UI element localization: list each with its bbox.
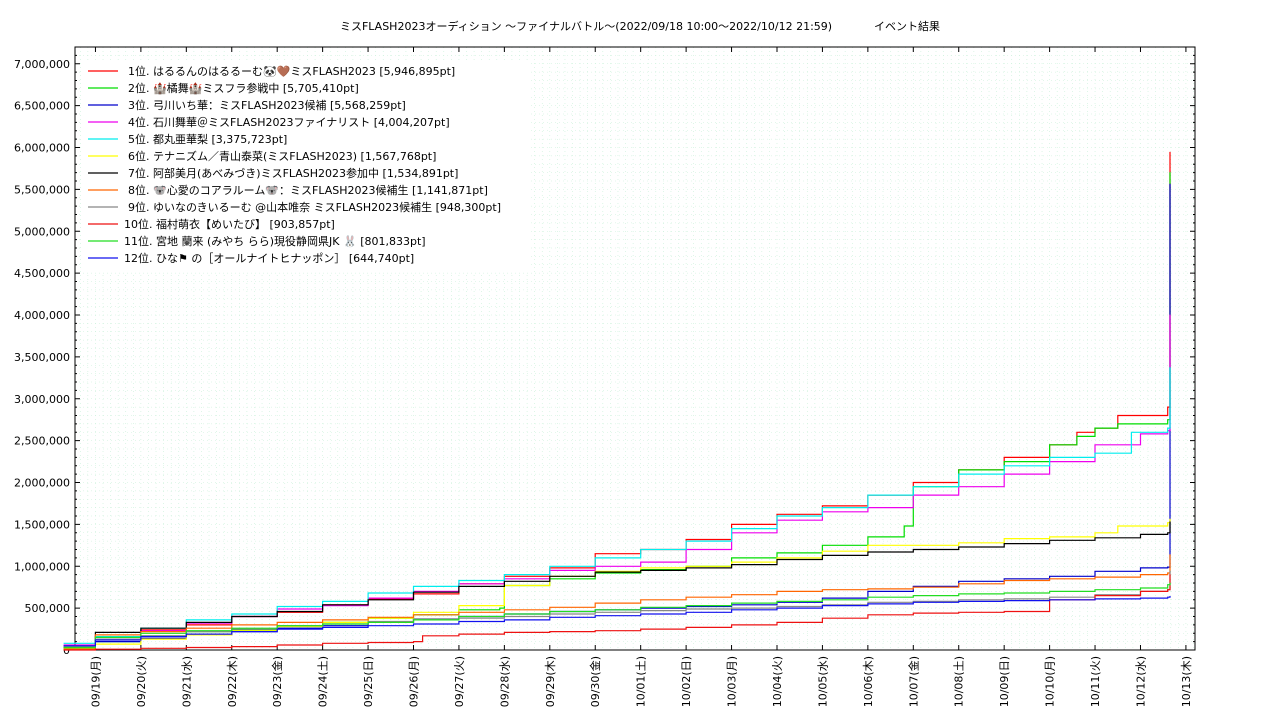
y-tick-label: 5,000,000	[14, 225, 70, 238]
y-tick-label: 3,500,000	[14, 351, 70, 364]
legend-entry: 3位. 弓川いち華：ミスFLASH2023候補 [5,568,259pt]	[128, 98, 406, 112]
x-tick-label: 09/24(土)	[317, 656, 330, 707]
axis-ticks	[75, 47, 1195, 651]
x-tick-label: 10/07(金)	[906, 656, 920, 707]
legend-entry: 5位. 都丸亜華梨 [3,375,723pt]	[128, 132, 287, 146]
x-tick-label: 10/08(土)	[953, 656, 966, 707]
x-tick-label: 10/06(木)	[862, 656, 875, 707]
series-line-8	[63, 554, 1171, 650]
series-line-9	[63, 570, 1171, 648]
y-tick-label: 4,500,000	[14, 267, 70, 280]
x-tick-label: 10/10(月)	[1044, 656, 1057, 707]
x-tick-label: 10/09(日)	[998, 656, 1011, 707]
y-axis: 0500,0001,000,0001,500,0002,000,0002,500…	[14, 58, 70, 657]
x-tick-label: 10/01(土)	[635, 656, 648, 707]
y-tick-label: 3,000,000	[14, 393, 70, 406]
legend-entry: 7位. 阿部美月(あべみづき)ミスFLASH2023参加中 [1,534,891…	[128, 166, 458, 180]
x-tick-label: 09/30(金)	[588, 656, 602, 707]
series-line-12	[63, 596, 1171, 647]
series-line-6	[63, 518, 1171, 649]
x-tick-label: 10/02(日)	[680, 656, 693, 707]
x-tick-label: 10/12(水)	[1134, 656, 1147, 707]
legend-entry: 12位. ひな⚑ の［オールナイトヒナッポン］ [644,740pt]	[124, 251, 414, 265]
x-tick-label: 09/29(木)	[544, 656, 557, 707]
x-tick-label: 09/19(月)	[89, 656, 102, 707]
x-tick-label: 09/28(水)	[498, 656, 511, 707]
legend-entry: 10位. 福村萌衣【めいたび】 [903,857pt]	[124, 217, 335, 231]
y-tick-label: 1,500,000	[14, 518, 70, 531]
legend-entry: 8位. 🐨心愛のコアラルーム🐨：ミスFLASH2023候補生 [1,141,87…	[128, 183, 488, 197]
y-tick-label: 1,000,000	[14, 560, 70, 573]
x-tick-label: 09/21(水)	[180, 656, 193, 707]
y-tick-label: 2,500,000	[14, 435, 70, 448]
legend-box	[82, 60, 530, 272]
x-tick-label: 10/04(火)	[771, 656, 784, 707]
y-tick-label: 500,000	[25, 602, 71, 615]
x-axis: 09/19(月) 09/20(火) 09/21(水) 09/22(木) 09/23(金)…	[89, 656, 1192, 707]
y-tick-label: 7,000,000	[14, 58, 70, 71]
x-tick-label: 09/26(月)	[407, 656, 420, 707]
y-tick-label: 6,000,000	[14, 142, 70, 155]
x-tick-label: 09/20(火)	[135, 656, 148, 707]
series-line-10	[63, 574, 1171, 651]
y-tick-label: 6,500,000	[14, 100, 70, 113]
x-tick-label: 09/25(日)	[362, 656, 375, 707]
legend-entry: 1位. はるるんのはるるーむ🐼🤎ミスFLASH2023 [5,946,895pt…	[128, 64, 455, 78]
series-lines	[63, 151, 1171, 651]
legend-entry: 9位. ゆいなのきいるーむ @山本唯奈 ミスFLASH2023候補生 [948,…	[128, 200, 501, 214]
series-line-11	[63, 582, 1171, 649]
y-tick-label: 4,000,000	[14, 309, 70, 322]
chart-title: ミスFLASH2023オーディション ～ファイナルバトル～(2022/09/18…	[339, 20, 941, 33]
x-tick-label: 09/27(火)	[453, 656, 466, 707]
legend-entry: 6位. テナニズム／青山泰菜(ミスFLASH2023) [1,567,768pt…	[128, 149, 436, 163]
series-line-5	[63, 367, 1171, 644]
x-tick-label: 10/03(月)	[726, 656, 739, 707]
series-line-7	[63, 521, 1171, 649]
legend: 1位. はるるんのはるるーむ🐼🤎ミスFLASH2023 [5,946,895pt…	[82, 60, 530, 272]
legend-entry: 4位. 石川舞華＠ミスFLASH2023ファイナリスト [4,004,207pt…	[128, 115, 450, 129]
legend-entry: 11位. 宮地 蘭来 (みやち らら)現役静岡県JK 🐰 [801,833pt]	[124, 234, 426, 248]
y-tick-label: 2,000,000	[14, 477, 70, 490]
x-tick-label: 09/23(金)	[270, 656, 284, 707]
y-tick-label: 5,500,000	[14, 183, 70, 196]
x-tick-label: 10/11(火)	[1089, 656, 1102, 707]
x-tick-label: 09/22(木)	[226, 656, 239, 707]
x-tick-label: 10/13(木)	[1180, 656, 1193, 707]
x-tick-label: 10/05(水)	[816, 656, 829, 707]
legend-entry: 2位. 🏰橘舞🏰ミスフラ参戦中 [5,705,410pt]	[128, 81, 359, 95]
